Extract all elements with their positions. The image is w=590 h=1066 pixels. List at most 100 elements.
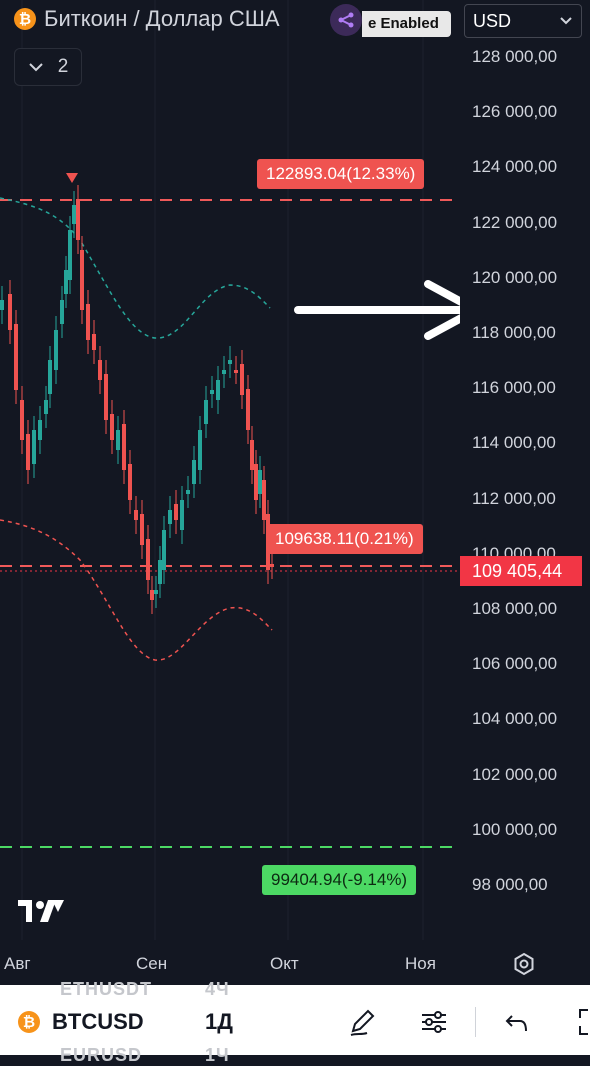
candle-body [32,430,36,464]
candle-body [110,414,114,440]
candle-body [64,270,68,294]
enabled-chip[interactable]: e Enabled [362,11,451,37]
candle-body [240,364,244,395]
candle-body [198,430,202,470]
candle-body [140,514,144,545]
upper-target-badge[interactable]: 122893.04(12.33%) [257,159,425,189]
fullscreen-icon[interactable] [568,1005,590,1039]
lower-target-badge[interactable]: 99404.94(-9.14%) [262,865,417,895]
candle-body [60,300,64,324]
price-label: 118 000,00 [472,323,556,342]
candles [0,185,274,614]
vertical-grid [21,0,424,940]
candle-body [48,360,52,394]
bottom-toolbar: ETHUSDT 4Ч EURUSD 1Ч ₿ BTCUSD 1Д [0,979,590,1065]
candle-body [54,330,58,370]
currency-value: USD [473,10,512,31]
time-label-nov: Ноя [405,954,436,973]
candle-body [250,440,254,470]
current-price-label: 109 405,44 [460,556,582,586]
candle-body [246,389,250,430]
price-label: 126 000,00 [472,102,558,122]
price-label: 98 000,00 [472,875,548,894]
candle-body [174,504,178,520]
candle-body [234,370,238,373]
bollinger-bands [0,197,273,661]
candle-body [98,360,102,380]
candle-body [116,430,120,450]
candle-body [154,590,158,594]
high-marker-icon [66,173,78,183]
candle-body [210,390,214,394]
gear-icon[interactable] [512,952,536,981]
candle-body [14,324,18,390]
candle-body [258,470,262,494]
collapse-indicators-button[interactable]: 2 [14,48,82,86]
price-label: 122 000,00 [472,212,558,232]
candle-body [158,560,162,584]
tradingview-logo-icon [18,898,66,929]
candle-body [92,334,96,350]
candle-body [8,294,12,330]
candle-body [254,464,258,500]
candle-body [150,590,154,600]
symbol-selector[interactable]: ₿ BTCUSD [18,1009,144,1035]
toolbar-divider [475,1007,476,1037]
level-lines [0,199,460,848]
undo-icon[interactable] [500,1005,534,1039]
upper-band [0,197,271,339]
candle-body [68,230,72,280]
symbol-name: BTCUSD [52,1009,144,1034]
time-axis[interactable]: Авг Сен Окт Ноя [0,950,460,980]
candle-body [44,400,48,414]
price-label: 100 000,00 [472,819,558,839]
chevron-down-icon [28,63,43,72]
candle-body [222,370,226,374]
candle-body [128,464,132,500]
candle-body [204,400,208,424]
symbol-header[interactable]: ₿ Биткоин / Доллар США [14,6,280,32]
lower-band [0,519,273,661]
price-label: 108 000,00 [472,599,558,618]
plugin-icon[interactable] [330,4,362,36]
chevron-down-icon [560,17,572,25]
collapse-count: 2 [57,56,69,77]
candle-body [72,205,76,224]
pen-icon[interactable] [345,1005,379,1039]
candle-body [186,490,190,494]
middle-level-badge[interactable]: 109638.11(0.21%) [266,524,423,554]
ghost-symbol-bottom: EURUSD [60,1045,143,1065]
symbol-title: Биткоин / Доллар США [44,6,280,31]
time-label-oct: Окт [270,954,299,973]
sliders-icon[interactable] [417,1005,451,1039]
candle-body [162,530,166,570]
candle-body [26,434,30,470]
candle-body [76,199,80,240]
price-label: 120 000,00 [472,267,558,287]
candle-body [146,539,150,580]
candle-body [270,564,274,567]
price-label: 124 000,00 [472,157,558,177]
candle-body [80,250,84,310]
candle-body [86,304,90,340]
bitcoin-icon: ₿ [14,8,36,30]
candle-body [38,420,42,440]
candle-body [192,460,196,484]
price-label: 116 000,00 [472,378,556,398]
price-label: 112 000,00 [472,488,556,508]
interval-selector[interactable]: 1Д [205,1009,233,1034]
candle-body [216,380,220,400]
price-label: 128 000,00 [472,47,558,66]
price-label: 102 000,00 [472,764,558,784]
time-label-sep: Сен [136,954,168,973]
candle-body [168,510,172,524]
price-chart[interactable] [0,0,460,985]
candle-body [180,500,184,530]
time-label-aug: Авг [4,954,31,973]
price-label: 114 000,00 [472,433,556,453]
price-label: 104 000,00 [472,709,558,729]
bitcoin-icon: ₿ [18,1011,40,1033]
price-axis[interactable]: 128 000,00 126 000,00 124 000,00 122 000,00… [460,0,590,985]
currency-select[interactable]: USD [464,4,582,38]
